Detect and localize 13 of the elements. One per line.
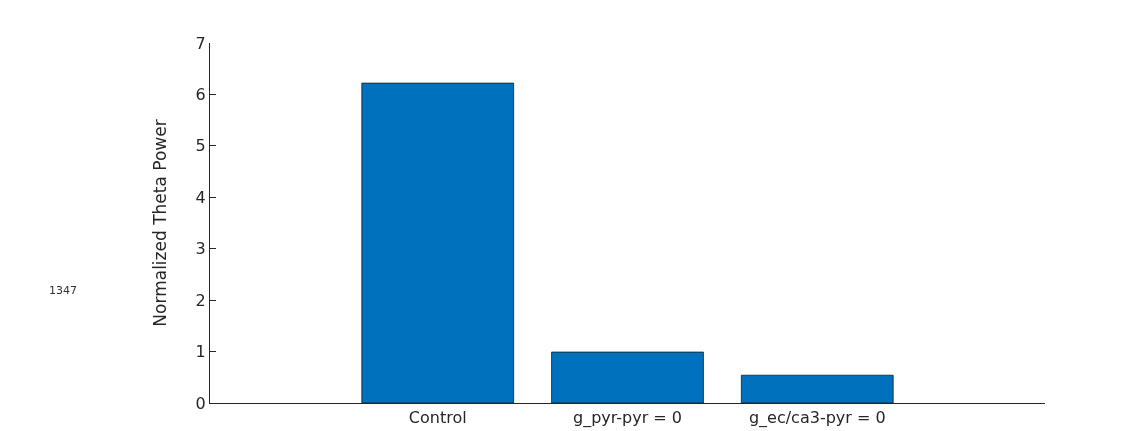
x-tick-label: g_pyr-pyr = 0 bbox=[572, 408, 683, 429]
y-tick-label: 4 bbox=[195, 187, 206, 207]
y-tick-label: 6 bbox=[195, 85, 206, 105]
y-tick-label: 1 bbox=[195, 342, 206, 362]
y-axis-title: Normalized Theta Power bbox=[150, 119, 170, 327]
x-tick-label: Control bbox=[408, 408, 467, 428]
y-tick-label: 3 bbox=[195, 239, 206, 259]
y-tick-label: 2 bbox=[195, 290, 206, 310]
text: 1347 bbox=[49, 284, 77, 297]
y-tick-label: 5 bbox=[195, 136, 206, 156]
x-tick-label: g_ec/ca3-pyr = 0 bbox=[748, 408, 886, 429]
y-tick-label: 0 bbox=[195, 393, 206, 413]
y-tick-label: 7 bbox=[195, 33, 206, 53]
